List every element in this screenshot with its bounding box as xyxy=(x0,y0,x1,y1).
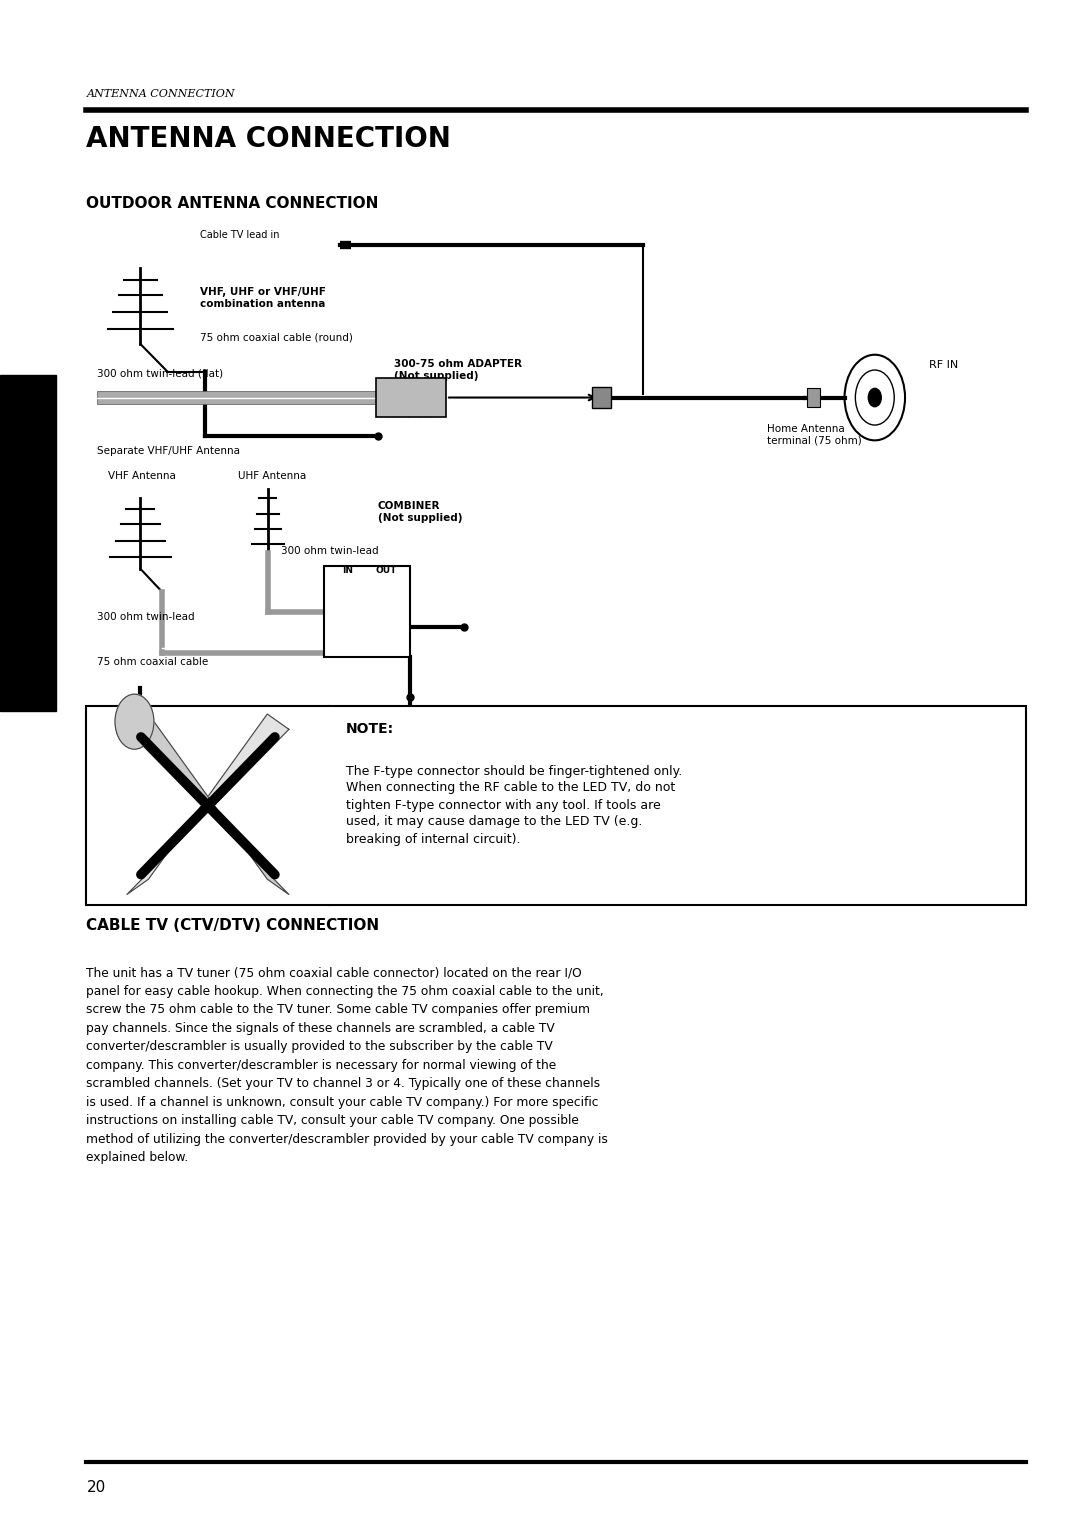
Polygon shape xyxy=(127,714,289,894)
Bar xyxy=(807,388,820,407)
Text: OUTDOOR ANTENNA CONNECTION: OUTDOOR ANTENNA CONNECTION xyxy=(86,196,379,211)
Bar xyxy=(97,391,376,404)
Circle shape xyxy=(114,694,154,749)
Text: 300 ohm twin-lead: 300 ohm twin-lead xyxy=(97,612,194,622)
Bar xyxy=(592,387,611,408)
Text: 300 ohm twin-lead: 300 ohm twin-lead xyxy=(281,546,378,557)
Text: OUT: OUT xyxy=(376,566,397,575)
Text: VHF Antenna: VHF Antenna xyxy=(108,471,176,482)
Text: VHF, UHF or VHF/UHF
combination antenna: VHF, UHF or VHF/UHF combination antenna xyxy=(200,287,326,309)
Text: RF IN: RF IN xyxy=(929,359,958,370)
Text: ANTENNA CONNECTION: ANTENNA CONNECTION xyxy=(86,89,235,99)
Text: COMBINER
(Not supplied): COMBINER (Not supplied) xyxy=(378,502,462,523)
Text: Separate VHF/UHF Antenna: Separate VHF/UHF Antenna xyxy=(97,446,240,457)
Text: Home Antenna
terminal (75 ohm): Home Antenna terminal (75 ohm) xyxy=(767,424,862,445)
Circle shape xyxy=(868,388,881,407)
Text: 75 ohm coaxial cable: 75 ohm coaxial cable xyxy=(97,657,208,668)
Text: UHF Antenna: UHF Antenna xyxy=(238,471,306,482)
Bar xyxy=(376,378,446,417)
Text: The F-type connector should be finger-tightened only.
When connecting the RF cab: The F-type connector should be finger-ti… xyxy=(346,764,681,846)
Text: NOTE:: NOTE: xyxy=(346,722,394,735)
Text: CABLE TV (CTV/DTV) CONNECTION: CABLE TV (CTV/DTV) CONNECTION xyxy=(86,917,379,933)
Bar xyxy=(324,566,410,657)
Text: 75 ohm coaxial cable (round): 75 ohm coaxial cable (round) xyxy=(200,333,353,342)
Text: 20: 20 xyxy=(86,1480,106,1495)
Text: Cable TV lead in: Cable TV lead in xyxy=(200,229,280,240)
Bar xyxy=(86,706,1026,905)
Text: ANTENNA CONNECTION: ANTENNA CONNECTION xyxy=(86,125,451,153)
Text: The unit has a TV tuner (75 ohm coaxial cable connector) located on the rear I/O: The unit has a TV tuner (75 ohm coaxial … xyxy=(86,966,608,1164)
Text: 300-75 ohm ADAPTER
(Not supplied): 300-75 ohm ADAPTER (Not supplied) xyxy=(394,359,523,381)
Text: IN: IN xyxy=(342,566,353,575)
Polygon shape xyxy=(127,714,289,894)
Text: English: English xyxy=(22,517,35,569)
Text: 300 ohm twin-lead (flat): 300 ohm twin-lead (flat) xyxy=(97,368,224,378)
